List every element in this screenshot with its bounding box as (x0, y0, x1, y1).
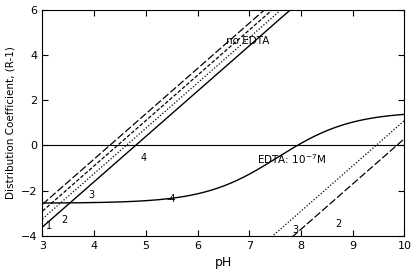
Text: 3: 3 (293, 225, 299, 235)
Text: 2: 2 (335, 219, 342, 229)
X-axis label: pH: pH (215, 257, 232, 269)
Text: -4: -4 (167, 194, 176, 204)
Text: 4: 4 (140, 153, 146, 163)
Text: 2: 2 (61, 215, 67, 225)
Text: 3: 3 (88, 190, 95, 200)
Text: EDTA: 10$^{-7}$M: EDTA: 10$^{-7}$M (257, 152, 326, 166)
Y-axis label: Distribution Coefficient, (R-1): Distribution Coefficient, (R-1) (5, 46, 15, 199)
Text: 1: 1 (45, 221, 52, 231)
Text: no EDTA: no EDTA (226, 36, 269, 46)
